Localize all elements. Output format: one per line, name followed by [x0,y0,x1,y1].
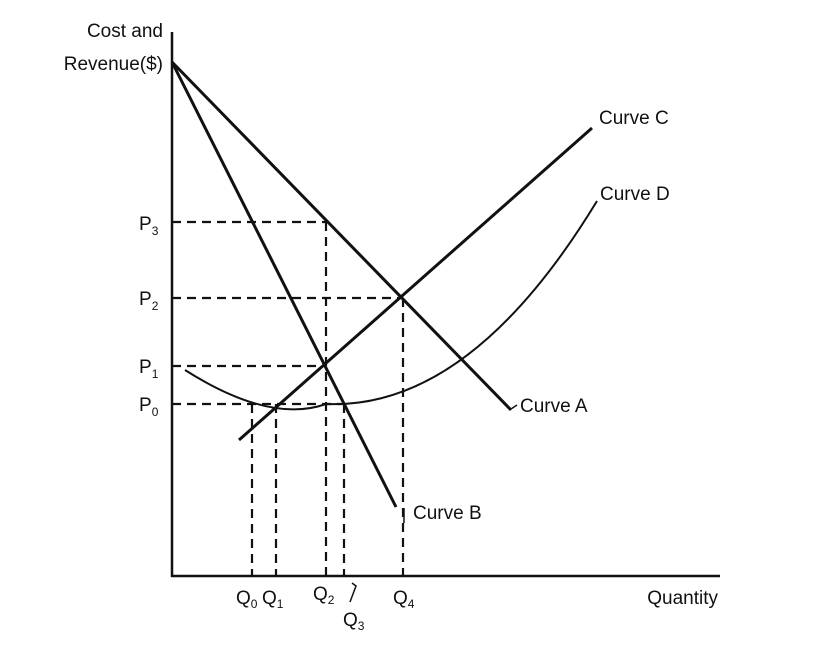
curve-b-label: Curve B [413,503,482,524]
q4-label: Q4 [393,588,415,611]
curve-b [170,61,398,508]
y-axis-label-line2: Revenue($) [64,54,163,75]
curve-a-label: Curve A [520,396,588,417]
curve-c-label: Curve C [599,108,669,129]
q0-label: Q0 [236,588,258,611]
q3-label-leader [349,582,357,603]
p0-label: P0 [139,395,159,419]
x-axis-label: Quantity [647,588,718,609]
q3-label: Q3 [343,610,365,633]
p1-label: P1 [139,357,159,381]
curve-a [170,60,513,412]
p2-label: P2 [139,289,159,313]
y-axis-label-line1: Cost and [87,21,163,42]
curve-c [238,126,593,442]
curve-d-label: Curve D [600,184,670,205]
curve-d [184,200,598,411]
q1-label: Q1 [262,588,284,611]
curve-a-label-leader [510,404,518,410]
q2-label: Q2 [313,584,335,607]
p3-label: P3 [139,214,159,238]
